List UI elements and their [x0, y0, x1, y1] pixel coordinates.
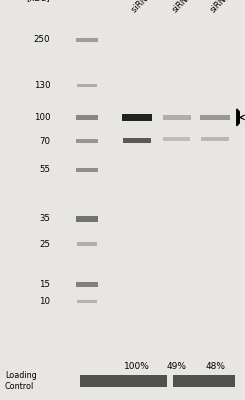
Bar: [76, 38, 98, 42]
Polygon shape: [237, 109, 244, 126]
Text: 49%: 49%: [167, 362, 187, 372]
Text: 35: 35: [39, 214, 50, 223]
Bar: [200, 115, 230, 120]
Bar: [76, 216, 98, 222]
Text: 130: 130: [34, 81, 50, 90]
Bar: [163, 115, 191, 120]
Bar: [76, 168, 98, 172]
Bar: [173, 374, 235, 388]
Bar: [201, 137, 229, 141]
Text: siRNA#2: siRNA#2: [209, 0, 241, 14]
Text: [kDa]: [kDa]: [26, 0, 50, 2]
Bar: [122, 114, 152, 121]
Bar: [163, 137, 190, 141]
Text: 100: 100: [34, 113, 50, 122]
Text: 70: 70: [39, 136, 50, 146]
Bar: [123, 138, 151, 142]
Text: 48%: 48%: [205, 362, 225, 372]
Bar: [76, 139, 98, 143]
Bar: [80, 374, 167, 388]
Bar: [77, 84, 97, 87]
Text: 250: 250: [34, 35, 50, 44]
Text: 55: 55: [39, 165, 50, 174]
Bar: [77, 242, 97, 246]
Text: 100%: 100%: [124, 362, 150, 372]
Text: 25: 25: [39, 240, 50, 249]
Text: 10: 10: [39, 297, 50, 306]
Text: 15: 15: [39, 280, 50, 289]
Text: Loading
Control: Loading Control: [5, 371, 37, 391]
Bar: [76, 115, 98, 120]
Text: siRNA#1: siRNA#1: [171, 0, 203, 14]
Bar: [76, 282, 98, 288]
Bar: [77, 300, 97, 303]
Text: siRNA ctrl: siRNA ctrl: [130, 0, 166, 14]
